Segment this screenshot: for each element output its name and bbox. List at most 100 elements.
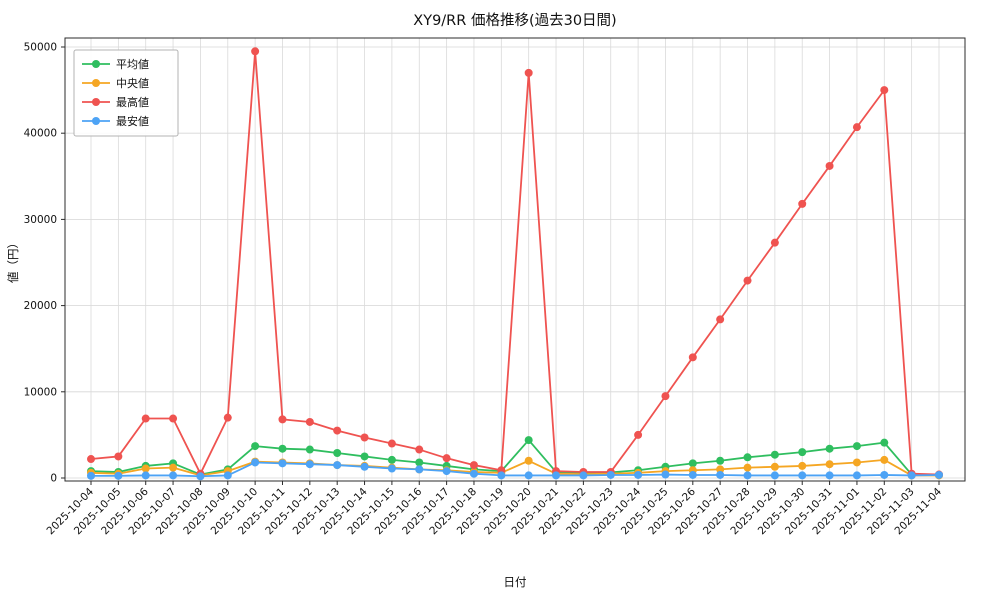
data-point <box>907 471 916 480</box>
data-point <box>469 461 478 470</box>
data-point <box>524 68 533 77</box>
x-axis-label: 日付 <box>504 575 527 589</box>
data-point <box>524 471 533 480</box>
data-point <box>661 470 670 479</box>
data-point <box>141 414 150 423</box>
data-point <box>688 459 697 468</box>
data-point <box>661 392 670 401</box>
data-point <box>634 470 643 479</box>
data-point <box>442 454 451 463</box>
axis-ticks <box>61 46 940 485</box>
data-point <box>770 450 779 459</box>
data-point <box>223 471 232 480</box>
legend-box <box>73 49 179 137</box>
data-point <box>360 452 369 461</box>
data-point <box>360 433 369 442</box>
data-point <box>251 47 260 56</box>
series-max <box>87 47 943 479</box>
data-point <box>278 459 287 468</box>
legend-label: 中央値 <box>116 77 149 90</box>
data-point <box>333 449 342 458</box>
data-point <box>716 315 725 324</box>
data-point <box>852 123 861 132</box>
y-tick-label: 10000 <box>24 386 57 398</box>
data-point <box>825 460 834 469</box>
data-point <box>880 470 889 479</box>
series-line-average <box>90 439 940 476</box>
series-line-median <box>90 458 939 477</box>
y-tick-label: 30000 <box>24 214 57 226</box>
data-point <box>114 452 123 461</box>
data-point <box>880 438 889 447</box>
data-point <box>688 470 697 479</box>
data-point <box>141 471 150 480</box>
data-point <box>716 470 725 479</box>
legend-marker <box>92 60 100 68</box>
data-point <box>141 464 150 473</box>
data-point <box>278 444 287 453</box>
data-point <box>743 453 752 462</box>
series-line-min <box>91 461 940 478</box>
data-point <box>606 470 615 479</box>
y-tick-label: 20000 <box>24 300 57 312</box>
legend-marker <box>92 117 100 125</box>
data-point <box>798 471 807 480</box>
data-point <box>552 471 561 480</box>
data-point <box>169 471 178 480</box>
data-point <box>770 238 779 247</box>
grid <box>65 38 965 481</box>
legend-label: 平均値 <box>116 58 149 71</box>
data-point <box>852 442 861 451</box>
data-point <box>524 456 533 465</box>
data-point <box>579 471 588 480</box>
data-point <box>880 455 889 464</box>
legend-label: 最安値 <box>116 114 149 128</box>
data-point <box>880 86 889 95</box>
data-point <box>196 472 205 481</box>
chart-title: XY9/RR 価格推移(過去30日間) <box>413 12 616 29</box>
data-point <box>360 462 369 471</box>
data-point <box>935 470 943 479</box>
data-point <box>333 426 342 435</box>
legend-label: 最高値 <box>116 95 149 109</box>
data-point <box>415 445 424 454</box>
legend-marker <box>92 98 100 106</box>
data-point <box>415 465 424 474</box>
data-point <box>442 467 451 476</box>
y-tick-label: 0 <box>50 473 57 485</box>
data-point <box>798 199 807 208</box>
data-point <box>634 430 643 439</box>
data-point <box>169 463 178 472</box>
data-point <box>305 445 314 454</box>
data-point <box>688 353 697 362</box>
data-point <box>87 455 95 464</box>
data-point <box>305 460 314 469</box>
data-point <box>251 458 260 467</box>
data-point <box>743 471 752 480</box>
data-point <box>770 471 779 480</box>
data-point <box>497 471 506 480</box>
series-min <box>87 458 943 481</box>
data-point <box>114 471 123 480</box>
data-point <box>852 471 861 480</box>
data-point <box>251 442 260 451</box>
data-point <box>305 417 314 426</box>
y-tick-label: 40000 <box>24 128 57 140</box>
data-point <box>852 458 861 467</box>
data-point <box>415 458 424 467</box>
data-point <box>716 465 725 474</box>
y-axis-label: 値（円） <box>6 237 20 283</box>
data-point <box>469 469 478 478</box>
data-point <box>825 471 834 480</box>
data-point <box>770 462 779 471</box>
data-point <box>825 161 834 170</box>
data-point <box>743 276 752 285</box>
data-point <box>825 444 834 453</box>
data-point <box>169 414 178 423</box>
data-point <box>387 455 396 464</box>
data-point <box>333 461 342 470</box>
data-point <box>87 471 95 480</box>
data-point <box>387 439 396 448</box>
